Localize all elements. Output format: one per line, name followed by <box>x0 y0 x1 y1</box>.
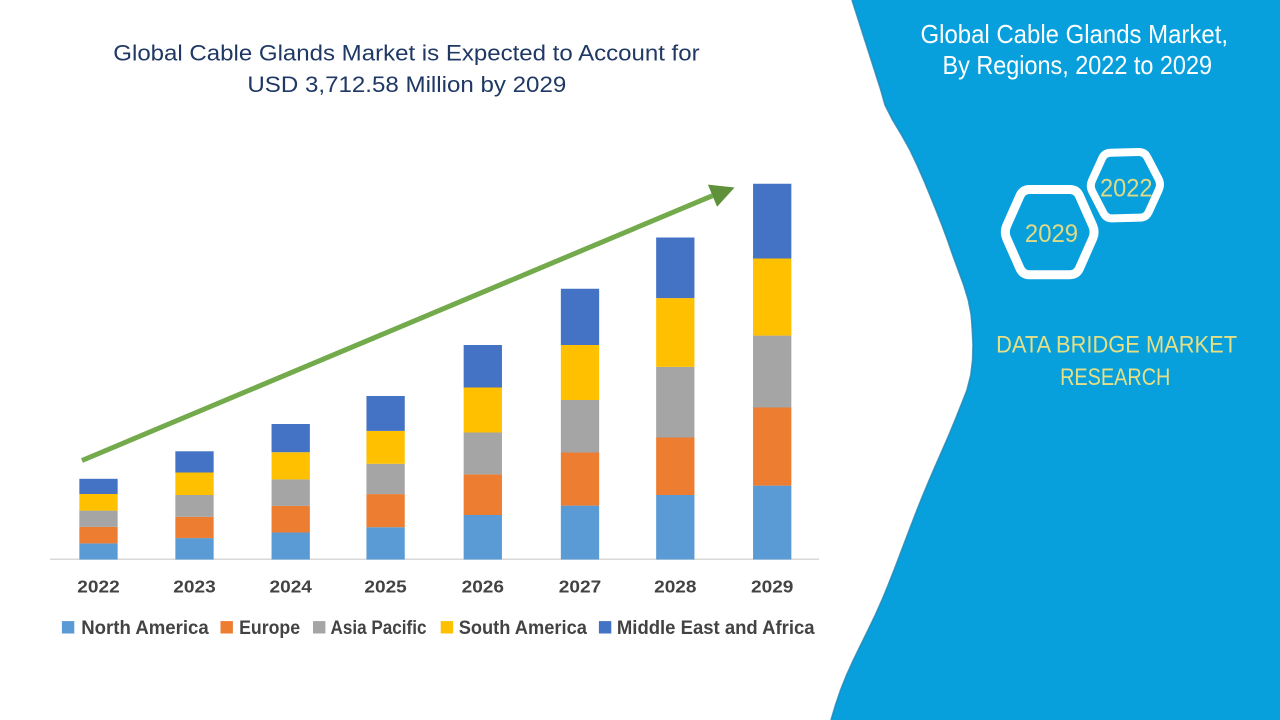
svg-text:Europe: Europe <box>239 618 300 639</box>
svg-text:2028: 2028 <box>654 577 697 597</box>
svg-text:2025: 2025 <box>364 577 407 597</box>
svg-text:RESEARCH: RESEARCH <box>1060 364 1170 391</box>
svg-text:2029: 2029 <box>1025 220 1078 248</box>
svg-text:2024: 2024 <box>270 577 313 597</box>
svg-text:By Regions, 2022 to 2029: By Regions, 2022 to 2029 <box>943 50 1213 80</box>
svg-text:2029: 2029 <box>751 577 794 597</box>
svg-text:Global Cable Glands Market is: Global Cable Glands Market is Expected t… <box>113 41 700 66</box>
svg-text:2022: 2022 <box>77 577 120 597</box>
svg-text:USD 3,712.58 Million by 2029: USD 3,712.58 Million by 2029 <box>247 72 566 97</box>
svg-text:2026: 2026 <box>462 577 505 597</box>
svg-text:Middle East and Africa: Middle East and Africa <box>617 618 815 639</box>
svg-text:2023: 2023 <box>173 577 216 597</box>
svg-text:DATA BRIDGE MARKET: DATA BRIDGE MARKET <box>996 331 1237 358</box>
svg-text:Asia Pacific: Asia Pacific <box>331 618 427 639</box>
svg-text:Global Cable Glands Market,: Global Cable Glands Market, <box>921 19 1229 49</box>
svg-text:2022: 2022 <box>1100 174 1153 202</box>
svg-text:South America: South America <box>459 618 588 639</box>
svg-text:2027: 2027 <box>559 577 601 597</box>
svg-text:North America: North America <box>81 618 209 639</box>
